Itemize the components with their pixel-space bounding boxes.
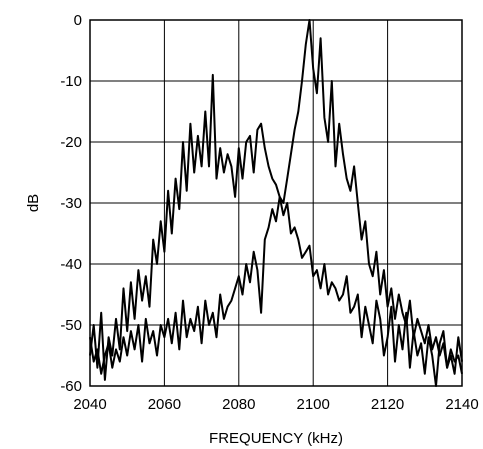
- y-tick-label: -50: [60, 317, 82, 334]
- y-tick-labels: 0 -10 -20 -30 -40 -50 -60: [60, 12, 82, 395]
- x-tick-label: 2140: [445, 396, 478, 413]
- y-tick-label: -10: [60, 73, 82, 90]
- grid-lines: [89, 19, 463, 387]
- y-tick-label: -40: [60, 256, 82, 273]
- plot-frame: [89, 19, 463, 387]
- y-tick-label: 0: [74, 12, 82, 29]
- x-tick-labels: 2040 2060 2080 2100 2120 2140: [73, 396, 478, 413]
- y-axis-title: dB: [25, 194, 42, 212]
- x-tick-label: 2060: [148, 396, 181, 413]
- y-tick-label: -30: [60, 195, 82, 212]
- y-tick-label: -20: [60, 134, 82, 151]
- x-tick-label: 2080: [222, 396, 255, 413]
- series-traces: [89, 19, 463, 387]
- x-tick-label: 2120: [371, 396, 404, 413]
- x-axis-title: FREQUENCY (kHz): [209, 430, 343, 447]
- series-1-line: [89, 73, 463, 387]
- x-tick-label: 2040: [73, 396, 106, 413]
- series-2-line: [89, 19, 463, 375]
- x-tick-label: 2100: [297, 396, 330, 413]
- y-tick-label: -60: [60, 378, 82, 395]
